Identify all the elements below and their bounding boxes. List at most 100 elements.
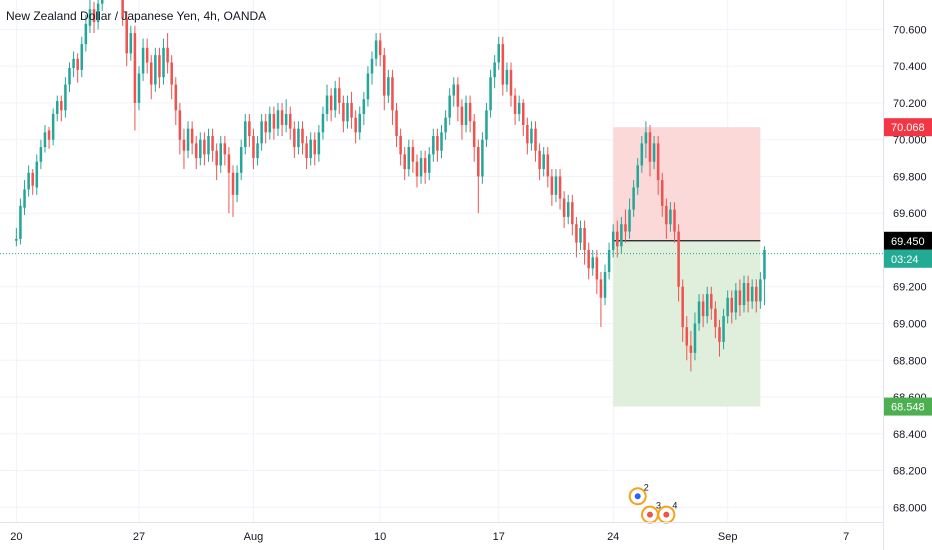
- candle-body: [260, 121, 263, 144]
- candle-down: [595, 249, 599, 295]
- candle-body: [644, 132, 648, 144]
- candle-down: [546, 147, 550, 188]
- candle-body: [509, 69, 513, 96]
- short-position-tool[interactable]: [613, 127, 761, 407]
- candle-body: [652, 143, 656, 162]
- candle-body: [133, 33, 137, 103]
- candle-up: [219, 136, 223, 173]
- candle-up: [333, 80, 337, 118]
- candle-body: [738, 290, 742, 306]
- candle-up: [603, 264, 607, 306]
- candle-body: [656, 143, 660, 181]
- candle-up: [427, 147, 431, 181]
- candle-body: [305, 143, 308, 159]
- candle-body: [636, 165, 639, 188]
- candle-down: [391, 69, 394, 125]
- x-tick-label: 7: [843, 531, 849, 543]
- candle-body: [505, 69, 509, 85]
- candle-body: [162, 47, 165, 78]
- candle-body: [693, 323, 697, 353]
- candle-body: [227, 154, 231, 173]
- candle-up: [652, 136, 656, 170]
- candle-body: [730, 297, 734, 313]
- candle-body: [452, 84, 456, 96]
- candle-body: [595, 257, 599, 280]
- candle-down: [223, 136, 227, 166]
- candle-down: [558, 169, 562, 210]
- candle-body: [665, 205, 668, 225]
- candle-body: [239, 147, 243, 173]
- candle-down: [378, 33, 382, 67]
- candle-up: [440, 124, 443, 159]
- candle-body: [742, 283, 746, 306]
- event-marker-dot: [634, 493, 641, 500]
- candle-body: [19, 205, 22, 239]
- candle-body: [333, 88, 337, 111]
- candle-body: [280, 110, 284, 125]
- candle-body: [203, 139, 206, 155]
- candle-down: [338, 77, 341, 114]
- candle-body: [611, 231, 615, 250]
- event-markers[interactable]: 23 4: [628, 482, 678, 524]
- candle-body: [129, 33, 133, 54]
- candle-up: [640, 136, 644, 173]
- entry-price-label-text: 69.450: [891, 236, 925, 248]
- candle-down: [166, 33, 169, 74]
- candle-down: [31, 169, 34, 195]
- candle-down: [313, 132, 317, 166]
- event-count: 2: [644, 482, 649, 492]
- candle-body: [358, 113, 362, 133]
- candle-down: [583, 220, 586, 265]
- candle-body: [244, 121, 247, 148]
- candle-up: [632, 180, 635, 217]
- candle-up: [297, 121, 300, 155]
- candle-body: [550, 176, 554, 195]
- candle-body: [575, 224, 578, 243]
- candle-body: [174, 84, 178, 111]
- candle-down: [648, 124, 652, 177]
- candle-down: [272, 106, 276, 140]
- candle-up: [566, 194, 570, 225]
- candle-down: [550, 169, 554, 206]
- event-marker: 4: [657, 501, 677, 524]
- candle-body: [235, 172, 239, 195]
- candle-up: [464, 95, 468, 133]
- candle-down: [211, 128, 214, 162]
- candle-body: [583, 227, 586, 250]
- candle-body: [313, 139, 317, 155]
- candle-up: [387, 69, 390, 103]
- candle-body: [190, 128, 194, 144]
- candle-down: [350, 91, 353, 129]
- candle-body: [346, 102, 349, 122]
- candle-down: [252, 128, 255, 170]
- candle-body: [64, 84, 67, 111]
- candle-down: [47, 126, 51, 149]
- candle-up: [611, 224, 615, 258]
- candle-body: [427, 154, 431, 173]
- candle-body: [166, 47, 169, 63]
- candle-up: [554, 169, 558, 203]
- candle-up: [141, 38, 145, 81]
- candle-up: [64, 77, 67, 118]
- candle-body: [759, 279, 762, 302]
- candle-body: [354, 117, 357, 133]
- candle-body: [27, 172, 30, 190]
- candle-up: [325, 84, 329, 122]
- candle-body: [186, 128, 190, 151]
- candle-up: [72, 51, 75, 78]
- candle-up: [726, 290, 729, 324]
- candle-body: [562, 198, 566, 217]
- candle-body: [72, 58, 75, 69]
- y-tick-label: 69.000: [893, 318, 927, 330]
- candle-down: [673, 202, 676, 243]
- candle-body: [55, 101, 59, 114]
- candle-body: [96, 3, 100, 23]
- candle-body: [599, 279, 603, 298]
- y-tick-label: 68.400: [893, 429, 927, 441]
- candle-up: [244, 113, 247, 155]
- candle-down: [718, 319, 721, 357]
- candle-body: [43, 132, 47, 148]
- candle-body: [31, 172, 34, 186]
- candle-body: [231, 172, 235, 195]
